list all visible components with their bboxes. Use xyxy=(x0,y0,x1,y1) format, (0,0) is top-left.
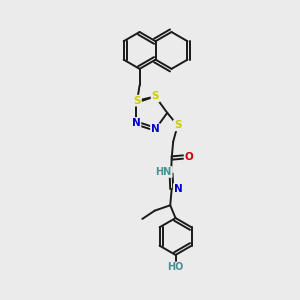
Text: N: N xyxy=(174,184,183,194)
Text: O: O xyxy=(184,152,193,161)
Text: S: S xyxy=(152,92,159,101)
Text: N: N xyxy=(132,118,140,128)
Text: N: N xyxy=(151,124,160,134)
Text: HN: HN xyxy=(155,167,172,177)
Text: S: S xyxy=(134,96,141,106)
Text: S: S xyxy=(174,120,182,130)
Text: HO: HO xyxy=(167,262,184,272)
